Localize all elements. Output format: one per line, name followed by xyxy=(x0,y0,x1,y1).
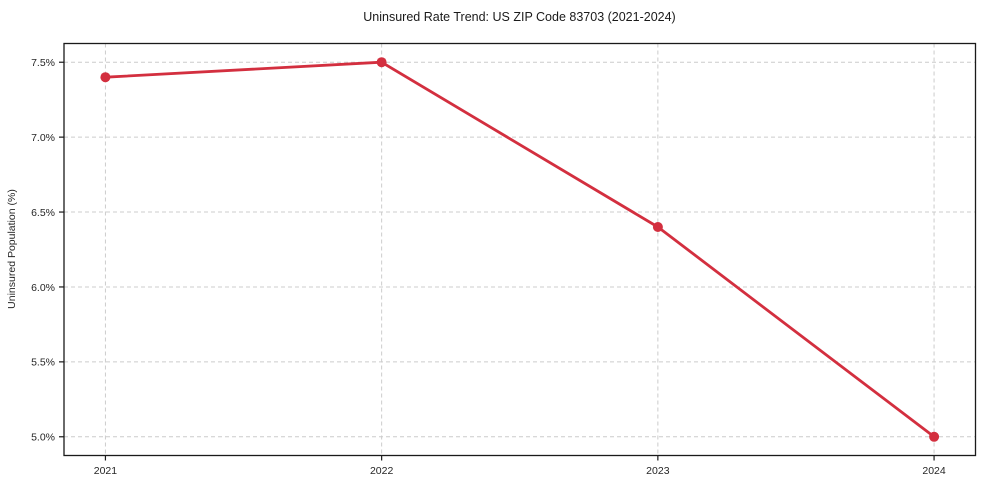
y-axis-label: Uninsured Population (%) xyxy=(6,189,18,309)
y-tick-label: 6.5% xyxy=(31,207,55,219)
chart-title: Uninsured Rate Trend: US ZIP Code 83703 … xyxy=(363,10,675,24)
axes-layer: 5.0% 5.5% 6.0% 6.5% 7.0% 7.5% 2021 2022 2023 2024 xyxy=(31,42,977,477)
y-tick-label: 6.0% xyxy=(31,282,55,294)
y-tick-label: 5.0% xyxy=(31,432,55,444)
plot-frame xyxy=(63,42,977,457)
series-layer xyxy=(100,57,940,442)
data-point-marker xyxy=(929,431,940,442)
y-tick-label: 7.5% xyxy=(31,57,55,69)
y-tick-label: 7.0% xyxy=(31,132,55,144)
x-tick-label: 2022 xyxy=(370,465,394,477)
grid-layer xyxy=(64,43,976,456)
x-tick-label: 2024 xyxy=(922,465,946,477)
data-point-marker xyxy=(376,57,387,68)
data-point-marker xyxy=(100,72,111,83)
y-tick-label: 5.5% xyxy=(31,357,55,369)
data-point-marker xyxy=(652,222,663,232)
x-tick-label: 2023 xyxy=(646,465,670,477)
x-tick-label: 2021 xyxy=(94,465,118,477)
trend-line xyxy=(104,60,936,439)
